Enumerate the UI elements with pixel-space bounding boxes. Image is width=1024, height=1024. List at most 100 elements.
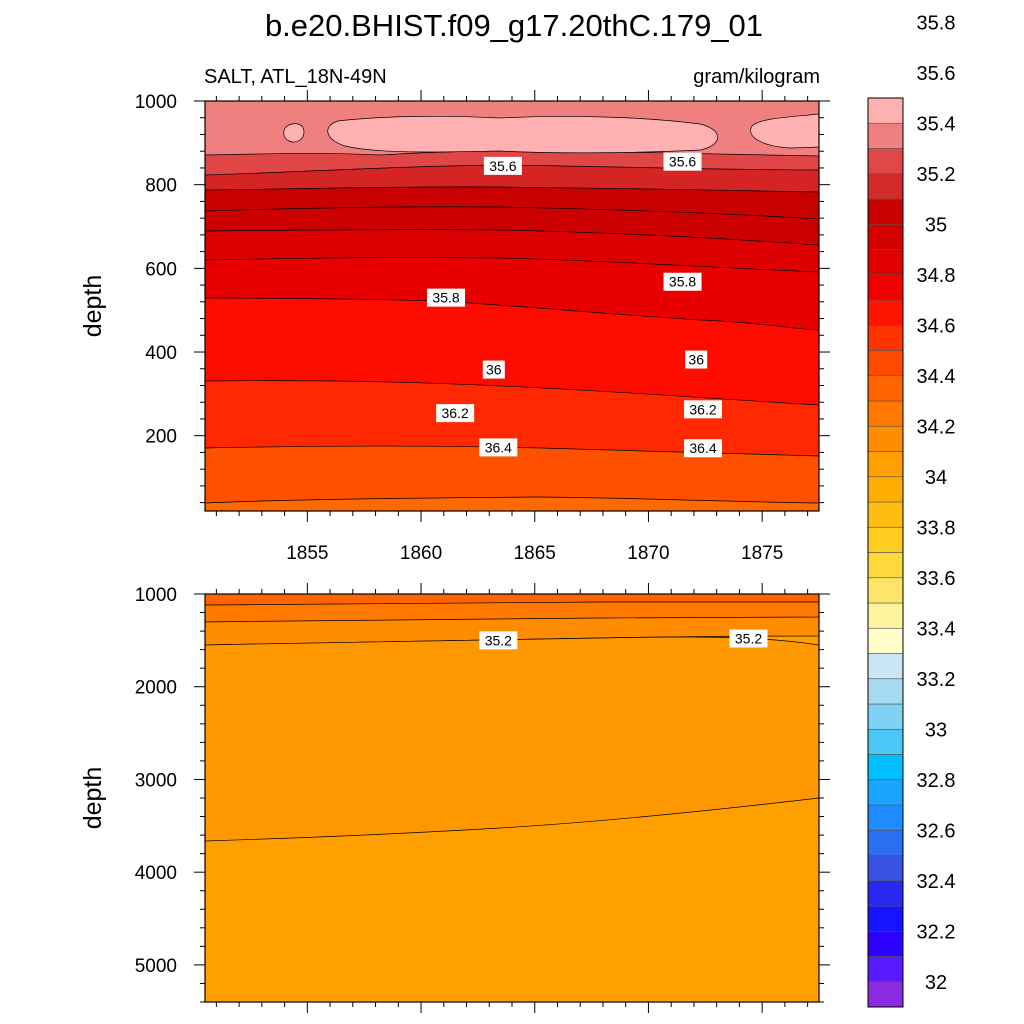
colorbar-frame — [867, 97, 904, 1008]
contour-label-box — [684, 400, 723, 419]
top-y-axis: 200 400 600 800 1000 — [135, 92, 830, 504]
contour-label-text: 36 — [486, 362, 502, 378]
y-tick-label: 4000 — [135, 863, 177, 884]
contour-label-box — [685, 350, 708, 369]
contour-label: 35.8 — [427, 288, 466, 307]
band-high-salt-left — [283, 123, 305, 143]
contour-label: 36 — [685, 350, 708, 369]
x-tick-label: 1855 — [286, 543, 328, 564]
contour-label-text: 35.2 — [735, 631, 762, 647]
contour-label-text: 36.2 — [442, 405, 469, 421]
band-high-salt-main — [327, 115, 718, 154]
colorbar-swatch — [867, 223, 904, 250]
colorbar-swatch — [867, 274, 904, 301]
colorbar-label: 32.2 — [917, 921, 956, 943]
colorbar-swatch — [867, 552, 904, 579]
contour-label-text: 35.6 — [489, 158, 516, 174]
colorbar-swatch — [867, 804, 904, 831]
colorbar-swatch — [867, 350, 904, 377]
colorbar-swatch — [867, 577, 904, 604]
top-x-axis: 1855 1860 1865 1870 1875 — [215, 90, 809, 564]
contour-label: 36.2 — [436, 404, 475, 423]
bottom-contour-labels: 35.2 35.2 — [479, 629, 768, 650]
contour-label-box — [663, 152, 702, 171]
colorbar-swatch — [867, 526, 904, 553]
bottom-panel: 1000 2000 3000 4000 5000 35.2 35.2 depth — [79, 583, 830, 1013]
contour-label-box — [482, 360, 505, 379]
colorbar-swatch — [867, 299, 904, 326]
contour-label-box — [479, 438, 518, 457]
contour-label-text: 36 — [688, 352, 704, 368]
variable-label: SALT, ATL_18N-49N — [204, 66, 387, 88]
colorbar-swatch — [867, 779, 904, 806]
contour-label-box — [479, 631, 518, 650]
colorbar-label: 34.2 — [917, 416, 956, 438]
x-tick-label: 1870 — [627, 543, 669, 564]
contour-label-text: 35.6 — [669, 154, 696, 170]
contour-label: 36.4 — [479, 438, 518, 457]
y-tick-label: 200 — [145, 427, 177, 448]
colorbar: 32 32.2 32.4 32.6 32.8 33 33.2 33.4 33.6 33.8 34 34… — [867, 12, 956, 1008]
y-tick-label: 400 — [145, 343, 177, 364]
colorbar-swatch — [867, 855, 904, 882]
contour-label-text: 36.4 — [689, 440, 716, 456]
colorbar-swatch — [867, 451, 904, 478]
bottom-y-axis: 1000 2000 3000 4000 5000 — [135, 585, 830, 1003]
colorbar-label: 34 — [925, 467, 947, 489]
colorbar-swatch — [867, 400, 904, 427]
units-label: gram/kilogram — [693, 66, 820, 88]
colorbar-swatch — [867, 653, 904, 680]
band-35-6-35-8-low — [204, 593, 820, 606]
colorbar-label: 35.6 — [917, 63, 956, 85]
colorbar-swatch — [867, 425, 904, 452]
contour-label-box — [729, 629, 768, 648]
contour-label-box — [684, 439, 723, 458]
colorbar-swatch — [867, 148, 904, 175]
colorbar-label: 33.6 — [917, 568, 956, 590]
contour-label: 36 — [482, 360, 505, 379]
colorbar-label: 32 — [925, 972, 947, 994]
contour-label: 35.2 — [729, 629, 768, 648]
top-y-axis-label: depth — [79, 275, 107, 338]
colorbar-label: 34.8 — [917, 265, 956, 287]
top-contour-labels: 36.4 36.4 36.2 36.2 36 36 35.8 35.8 35.6 35.6 — [427, 152, 723, 458]
colorbar-swatch — [867, 678, 904, 705]
contour-label: 35.6 — [663, 152, 702, 171]
colorbar-swatch — [867, 905, 904, 932]
top-panel: 1855 1860 1865 1870 1875 200 400 600 800 1000 36… — [79, 90, 830, 564]
x-tick-label: 1875 — [741, 543, 783, 564]
colorbar-label: 33.8 — [917, 517, 956, 539]
colorbar-swatch — [867, 476, 904, 503]
colorbar-swatch — [867, 602, 904, 629]
colorbar-swatch — [867, 728, 904, 755]
y-tick-label: 1000 — [135, 585, 177, 606]
contour-label: 36.2 — [684, 400, 723, 419]
y-tick-label: 3000 — [135, 770, 177, 791]
colorbar-swatch — [867, 627, 904, 654]
colorbar-label: 34.6 — [917, 315, 956, 337]
colorbar-label: 32.8 — [917, 770, 956, 792]
colorbar-swatch — [867, 956, 904, 983]
y-tick-label: 2000 — [135, 678, 177, 699]
x-tick-label: 1865 — [514, 543, 556, 564]
contour-label-text: 35.2 — [485, 632, 512, 648]
colorbar-swatch — [867, 97, 904, 124]
colorbar-swatch — [867, 198, 904, 225]
band-high-salt-right — [750, 113, 820, 149]
contour-label-text: 36.2 — [689, 401, 716, 417]
colorbar-swatch — [867, 829, 904, 856]
contour-label-text: 36.4 — [485, 439, 512, 455]
bottom-contour-bands — [204, 593, 820, 842]
colorbar-swatch — [867, 173, 904, 200]
contour-label-box — [427, 288, 466, 307]
colorbar-label: 33.4 — [917, 618, 956, 640]
bottom-x-axis — [215, 583, 809, 1013]
colorbar-swatch — [867, 703, 904, 730]
contour-label: 35.8 — [663, 272, 702, 291]
contour-label-text: 35.8 — [669, 274, 696, 290]
contour-label: 35.6 — [483, 156, 522, 175]
colorbar-label: 35.4 — [917, 113, 956, 135]
contour-label-box — [663, 272, 702, 291]
colorbar-swatch — [867, 930, 904, 957]
